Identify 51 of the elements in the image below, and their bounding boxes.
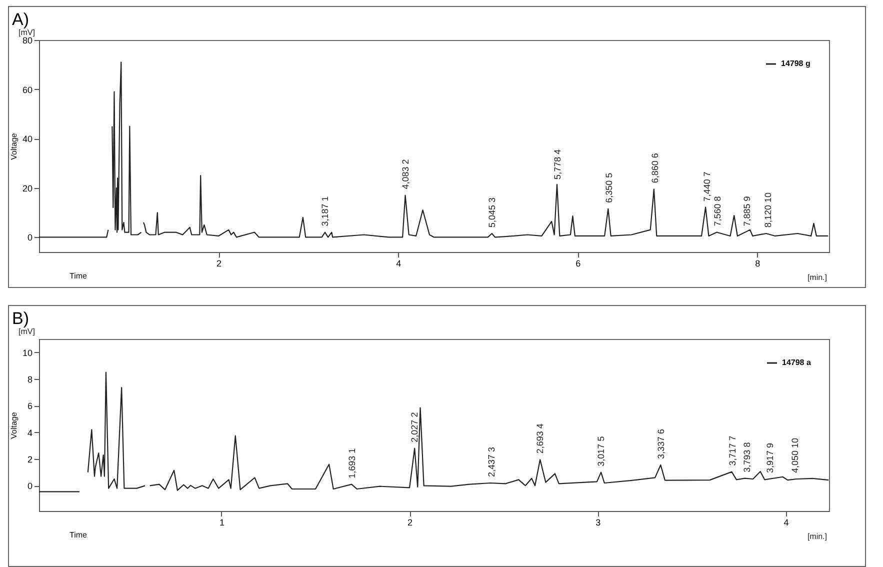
x-tick-label: 2	[216, 258, 222, 268]
y-tick-label: 60	[22, 84, 32, 95]
annotation: 2,437 3	[486, 446, 497, 477]
y-axis-title: Voltage	[9, 132, 18, 160]
annotation: 3,917 9	[765, 442, 776, 473]
x-tick-label: 1	[219, 518, 224, 528]
annotation: 3,717 7	[728, 436, 738, 466]
y-tick-label: 80	[22, 36, 32, 46]
x-axis-title: Time	[70, 530, 88, 540]
text: [mV]	[18, 28, 35, 37]
y-axis-title: Voltage	[9, 412, 18, 439]
y-tick-label: 0	[27, 232, 32, 243]
annotation: 3,187 1	[320, 196, 330, 226]
x-tick-label: 8	[755, 258, 760, 268]
y-tick-label: 2	[27, 454, 32, 464]
legend-label: 14798 a	[782, 358, 812, 367]
annotation: 7,885 9	[742, 196, 752, 226]
annotation: 5,045 3	[486, 197, 497, 228]
annotation: 7,560 8	[712, 196, 723, 226]
annotation: 3,017 5	[596, 436, 606, 466]
x-tick-label: 3	[596, 518, 601, 528]
x-tick-label: 2	[408, 518, 413, 528]
y-tick-label: 10	[22, 348, 32, 358]
annotation: 3,337 6	[656, 428, 666, 459]
annotation: 7,440 7	[702, 172, 712, 202]
annotation: 6,860 6	[650, 153, 660, 184]
annotation: 4,050 10	[790, 438, 800, 473]
x-tick-label: 6	[576, 258, 581, 268]
x-tick-label: 4	[784, 518, 789, 528]
x-tick-label: 4	[396, 258, 402, 268]
annotation: 6,350 5	[604, 172, 614, 203]
annotation: 8,120 10	[762, 192, 773, 228]
y-tick-label: 6	[27, 401, 32, 412]
y-tick-label: 8	[27, 374, 32, 384]
y-tick-label: 40	[22, 134, 32, 144]
legend-label: 14798 g	[781, 59, 810, 68]
y-tick-label: 0	[27, 481, 32, 492]
chart-title: A)	[12, 10, 29, 29]
annotation: 3,793 8	[742, 442, 752, 472]
y-tick-label: 4	[27, 428, 32, 438]
annotation: 1,693 1	[346, 448, 357, 478]
text: [min.]	[807, 273, 827, 282]
text: [min.]	[807, 532, 827, 541]
annotation: 4,083 2	[400, 159, 411, 190]
x-axis-title: Time	[70, 272, 88, 280]
chart-title: B)	[12, 309, 29, 328]
annotation: 2,027 2	[410, 412, 420, 442]
annotation: 2,693 4	[534, 424, 545, 454]
text: [mV]	[18, 327, 35, 336]
annotation: 5,778 4	[552, 149, 563, 180]
y-tick-label: 20	[22, 183, 32, 194]
